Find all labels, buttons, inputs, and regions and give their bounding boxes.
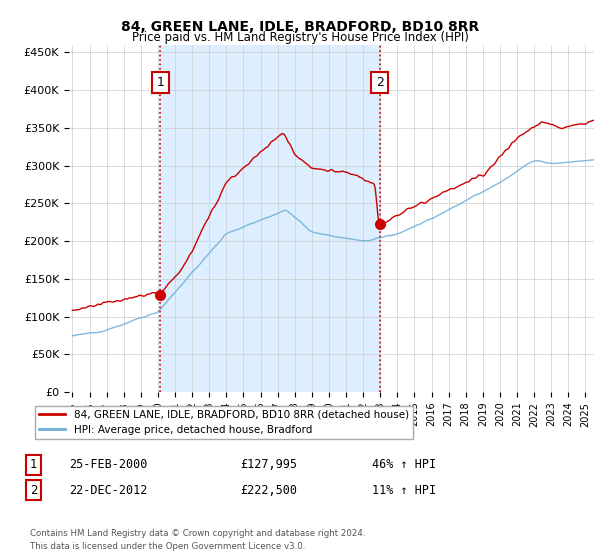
Text: 2: 2 [30, 483, 37, 497]
Text: 25-FEB-2000: 25-FEB-2000 [69, 458, 148, 472]
Text: Contains HM Land Registry data © Crown copyright and database right 2024.
This d: Contains HM Land Registry data © Crown c… [30, 529, 365, 550]
Text: 1: 1 [30, 458, 37, 472]
Text: 2: 2 [376, 76, 383, 89]
Text: 46% ↑ HPI: 46% ↑ HPI [372, 458, 436, 472]
Text: 22-DEC-2012: 22-DEC-2012 [69, 483, 148, 497]
Bar [160, 45, 380, 392]
Legend: 84, GREEN LANE, IDLE, BRADFORD, BD10 8RR (detached house), HPI: Average price, d: 84, GREEN LANE, IDLE, BRADFORD, BD10 8RR… [35, 405, 413, 439]
Text: 11% ↑ HPI: 11% ↑ HPI [372, 483, 436, 497]
Text: 84, GREEN LANE, IDLE, BRADFORD, BD10 8RR: 84, GREEN LANE, IDLE, BRADFORD, BD10 8RR [121, 20, 479, 34]
Text: £222,500: £222,500 [240, 483, 297, 497]
Text: Price paid vs. HM Land Registry's House Price Index (HPI): Price paid vs. HM Land Registry's House … [131, 31, 469, 44]
Text: £127,995: £127,995 [240, 458, 297, 472]
Text: 1: 1 [157, 76, 164, 89]
